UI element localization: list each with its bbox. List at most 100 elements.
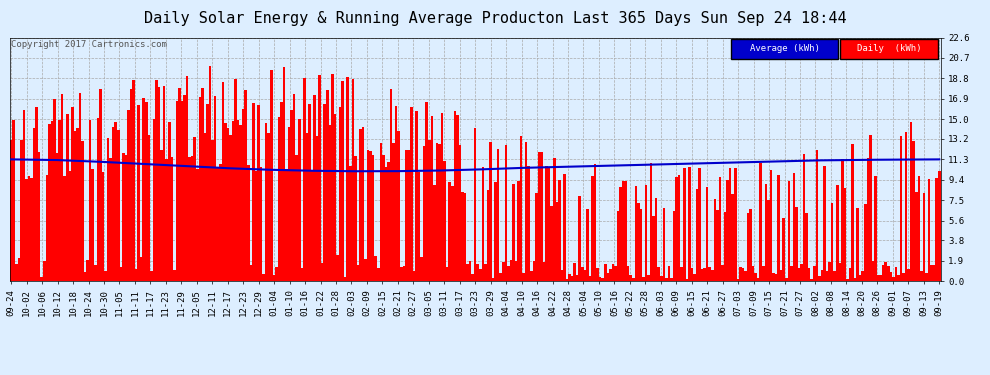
Bar — [649, 163, 652, 281]
Bar — [749, 209, 751, 281]
Bar — [851, 144, 853, 281]
Bar — [846, 279, 848, 281]
Bar — [257, 105, 259, 281]
Bar — [421, 257, 423, 281]
Bar — [359, 129, 361, 281]
Bar — [928, 179, 931, 281]
Bar — [800, 264, 803, 281]
Bar — [910, 122, 913, 281]
Bar — [683, 168, 685, 281]
Bar — [211, 140, 214, 281]
Bar — [769, 170, 772, 281]
Bar — [458, 146, 461, 281]
Bar — [764, 184, 767, 281]
Bar — [729, 168, 732, 281]
Bar — [754, 273, 757, 281]
Bar — [403, 266, 405, 281]
Bar — [711, 270, 714, 281]
Bar — [581, 267, 583, 281]
Bar — [463, 192, 466, 281]
Bar — [81, 141, 84, 281]
Bar — [640, 209, 643, 281]
Bar — [201, 88, 204, 281]
Bar — [102, 172, 104, 281]
Bar — [657, 267, 660, 281]
Bar — [612, 264, 614, 281]
Bar — [757, 278, 759, 281]
Bar — [853, 278, 856, 281]
Bar — [379, 143, 382, 281]
Bar — [387, 162, 390, 281]
Bar — [803, 154, 806, 281]
Bar — [15, 264, 18, 281]
Bar — [127, 110, 130, 281]
Bar — [308, 104, 311, 281]
Bar — [492, 278, 494, 281]
Bar — [553, 158, 555, 281]
Bar — [545, 166, 547, 281]
Bar — [252, 103, 254, 281]
Bar — [43, 261, 46, 281]
Bar — [869, 135, 871, 281]
Bar — [426, 102, 428, 281]
Bar — [808, 268, 811, 281]
Bar — [915, 192, 918, 281]
Bar — [275, 267, 277, 281]
Bar — [502, 262, 505, 281]
Bar — [405, 150, 408, 281]
Bar — [466, 264, 469, 281]
Bar — [494, 182, 497, 281]
Bar — [280, 102, 283, 281]
Bar — [157, 87, 160, 281]
Bar — [329, 126, 331, 281]
Bar — [525, 142, 528, 281]
Text: Copyright 2017 Cartronics.com: Copyright 2017 Cartronics.com — [11, 40, 166, 49]
Bar — [882, 265, 884, 281]
Bar — [235, 80, 237, 281]
Bar — [884, 262, 887, 281]
Bar — [933, 265, 936, 281]
Bar — [50, 121, 53, 281]
Bar — [272, 275, 275, 281]
Bar — [644, 185, 647, 281]
Bar — [596, 268, 599, 281]
Bar — [148, 135, 150, 281]
Bar — [931, 266, 933, 281]
Bar — [428, 140, 431, 281]
Bar — [746, 213, 749, 281]
Bar — [434, 184, 436, 281]
Bar — [191, 156, 193, 281]
Bar — [913, 141, 915, 281]
Bar — [461, 192, 463, 281]
Bar — [143, 98, 145, 281]
Bar — [660, 276, 662, 281]
Bar — [568, 274, 571, 281]
Text: Daily Solar Energy & Running Average Producton Last 365 Days Sun Sep 24 18:44: Daily Solar Energy & Running Average Pro… — [144, 11, 846, 26]
Bar — [55, 153, 58, 281]
Bar — [714, 200, 716, 281]
Bar — [418, 171, 421, 281]
Bar — [877, 275, 879, 281]
Bar — [331, 74, 334, 281]
Bar — [842, 159, 843, 281]
Bar — [298, 119, 301, 281]
Bar — [673, 211, 675, 281]
Bar — [86, 260, 89, 281]
Bar — [586, 209, 589, 281]
Bar — [444, 161, 446, 281]
Bar — [737, 279, 740, 281]
Bar — [481, 167, 484, 281]
Bar — [678, 175, 680, 281]
Bar — [68, 171, 71, 281]
Bar — [196, 168, 199, 281]
Bar — [319, 75, 321, 281]
Bar — [204, 134, 206, 281]
Bar — [856, 208, 859, 281]
Bar — [759, 163, 762, 281]
Bar — [413, 271, 415, 281]
Bar — [806, 213, 808, 281]
Bar — [515, 261, 517, 281]
Bar — [675, 177, 678, 281]
Bar — [775, 274, 777, 281]
Bar — [599, 277, 601, 281]
